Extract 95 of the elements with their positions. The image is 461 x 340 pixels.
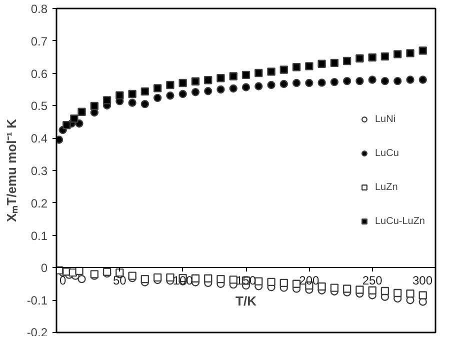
point xyxy=(380,286,390,296)
point xyxy=(305,62,314,70)
point xyxy=(70,114,78,123)
point xyxy=(368,286,376,294)
y-axis-title: XₘT/emu mol⁻¹ K xyxy=(4,118,19,222)
x-tick-label: 200 xyxy=(299,274,320,288)
point xyxy=(153,94,162,102)
point xyxy=(56,136,64,144)
point xyxy=(368,53,376,62)
point xyxy=(394,50,402,58)
point xyxy=(318,282,326,291)
point xyxy=(78,108,86,116)
point xyxy=(140,274,150,284)
point xyxy=(342,76,352,86)
point xyxy=(166,273,174,282)
point xyxy=(356,76,364,86)
y-tick-label: 0.2 xyxy=(30,196,48,210)
point xyxy=(62,121,71,130)
point xyxy=(242,70,250,80)
point xyxy=(191,88,200,96)
point xyxy=(78,274,86,284)
point xyxy=(178,78,187,88)
point xyxy=(267,68,276,76)
point xyxy=(204,87,212,96)
point xyxy=(267,80,276,90)
y-tick-label: 0.5 xyxy=(30,99,48,114)
point xyxy=(418,291,427,300)
point xyxy=(90,102,98,110)
point xyxy=(418,76,427,84)
point xyxy=(140,87,150,96)
point xyxy=(342,56,352,66)
x-tick-label: 50 xyxy=(112,274,127,288)
point xyxy=(406,76,414,84)
point xyxy=(318,78,326,87)
point xyxy=(153,84,162,92)
x-tick-label: 0 xyxy=(60,274,66,288)
point xyxy=(216,274,225,284)
point xyxy=(394,288,402,298)
point xyxy=(394,76,402,86)
point xyxy=(153,273,162,282)
point xyxy=(254,68,263,78)
point xyxy=(380,76,390,86)
point xyxy=(128,98,136,107)
point xyxy=(330,284,339,292)
point xyxy=(178,90,187,98)
point xyxy=(204,274,212,282)
y-tick-label: 0.1 xyxy=(30,228,48,243)
point xyxy=(356,286,364,294)
point xyxy=(216,85,225,94)
point xyxy=(330,78,339,86)
legend-label: LuCu xyxy=(374,148,399,158)
point xyxy=(166,80,174,90)
point xyxy=(75,266,84,276)
point xyxy=(356,54,364,62)
point xyxy=(216,74,225,82)
point xyxy=(140,100,150,108)
x-tick-label: 300 xyxy=(412,274,433,288)
point xyxy=(406,49,414,58)
point xyxy=(128,90,136,98)
point xyxy=(318,60,326,68)
point xyxy=(229,72,238,80)
point xyxy=(292,78,301,88)
point xyxy=(102,96,112,104)
point xyxy=(418,46,427,55)
y-tick-label: -0.1 xyxy=(26,294,48,308)
point xyxy=(267,278,276,286)
y-tick-label: 0.3 xyxy=(30,164,48,178)
point xyxy=(292,63,301,72)
y-tick-label: 0.6 xyxy=(30,66,48,81)
point xyxy=(191,77,200,86)
point xyxy=(280,80,288,88)
point xyxy=(342,284,352,293)
point xyxy=(368,76,376,84)
point xyxy=(406,290,414,298)
point xyxy=(305,78,314,88)
point xyxy=(166,92,174,100)
point xyxy=(204,76,212,84)
point xyxy=(128,272,136,280)
point xyxy=(116,91,124,100)
point xyxy=(280,66,288,74)
legend-label: LuZn xyxy=(374,182,398,192)
point xyxy=(254,82,263,90)
y-tick-label: 0 xyxy=(40,261,48,276)
x-tick-label: 250 xyxy=(362,274,383,288)
point xyxy=(242,83,250,92)
point xyxy=(380,52,390,61)
point xyxy=(280,278,288,288)
legend-label: LuNi xyxy=(374,114,396,124)
legend-label: LuCu-LuZn xyxy=(374,216,425,226)
point xyxy=(229,84,238,93)
point xyxy=(330,58,339,68)
x-axis-title: T/K xyxy=(236,294,258,308)
y-tick-label: 0.7 xyxy=(30,34,48,48)
y-tick-label: 0.4 xyxy=(30,132,48,146)
y-tick-label: 0.8 xyxy=(30,2,48,16)
